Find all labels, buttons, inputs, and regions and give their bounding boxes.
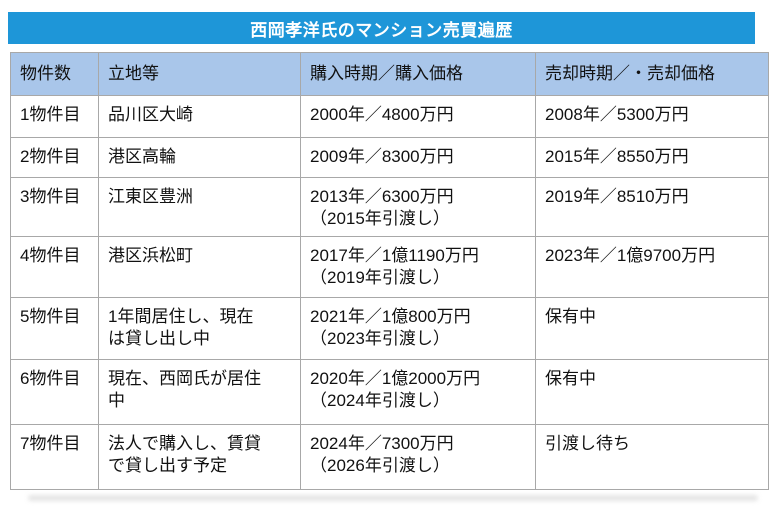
- cell-sale: 引渡し待ち: [535, 424, 769, 490]
- cell-purchase: 2009年／8300万円: [300, 137, 536, 178]
- cell-location: 1年間居住し、現在 は貸し出し中: [98, 297, 301, 360]
- table-row: 3物件目 江東区豊洲 2013年／6300万円 （2015年引渡し） 2019年／85…: [10, 177, 769, 237]
- cell-location: 現在、西岡氏が居住 中: [98, 359, 301, 425]
- table-title: 西岡孝洋氏のマンション売買遍歴: [250, 20, 513, 40]
- cell-purchase: 2013年／6300万円 （2015年引渡し）: [300, 177, 536, 237]
- header-row: 物件数 立地等 購入時期／購入価格 売却時期／・売却価格: [10, 52, 769, 96]
- cell-property-no: 1物件目: [10, 95, 99, 138]
- cell-purchase: 2021年／1億800万円 （2023年引渡し）: [300, 297, 536, 360]
- table-title-bar: 西岡孝洋氏のマンション売買遍歴: [8, 12, 755, 44]
- table-row: 7物件目 法人で購入し、賃貸 で貸し出す予定 2024年／7300万円 （2026年…: [10, 424, 769, 490]
- cell-purchase: 2017年／1億1190万円 （2019年引渡し）: [300, 236, 536, 298]
- table-row: 1物件目 品川区大崎 2000年／4800万円 2008年／5300万円: [10, 95, 769, 138]
- column-header-property-no: 物件数: [10, 52, 99, 96]
- cell-location: 港区浜松町: [98, 236, 301, 298]
- bottom-shadow-artifact: [28, 495, 758, 501]
- table-row: 5物件目 1年間居住し、現在 は貸し出し中 2021年／1億800万円 （2023年…: [10, 297, 769, 360]
- column-header-location: 立地等: [98, 52, 301, 96]
- table-body: 1物件目 品川区大崎 2000年／4800万円 2008年／5300万円 2物件目 港区高…: [10, 95, 769, 490]
- cell-sale: 保有中: [535, 359, 769, 425]
- property-history-table: 物件数 立地等 購入時期／購入価格 売却時期／・売却価格 1物件目 品川区大崎 20…: [10, 52, 769, 490]
- cell-purchase: 2020年／1億2000万円 （2024年引渡し）: [300, 359, 536, 425]
- cell-property-no: 3物件目: [10, 177, 99, 237]
- cell-property-no: 7物件目: [10, 424, 99, 490]
- cell-sale: 保有中: [535, 297, 769, 360]
- column-header-sale: 売却時期／・売却価格: [535, 52, 769, 96]
- cell-property-no: 4物件目: [10, 236, 99, 298]
- cell-property-no: 5物件目: [10, 297, 99, 360]
- table-header: 物件数 立地等 購入時期／購入価格 売却時期／・売却価格: [10, 52, 769, 96]
- column-header-purchase: 購入時期／購入価格: [300, 52, 536, 96]
- cell-location: 江東区豊洲: [98, 177, 301, 237]
- cell-location: 法人で購入し、賃貸 で貸し出す予定: [98, 424, 301, 490]
- cell-purchase: 2000年／4800万円: [300, 95, 536, 138]
- table-row: 6物件目 現在、西岡氏が居住 中 2020年／1億2000万円 （2024年引渡し）…: [10, 359, 769, 425]
- cell-sale: 2019年／8510万円: [535, 177, 769, 237]
- cell-location: 港区高輪: [98, 137, 301, 178]
- cell-sale: 2023年／1億9700万円: [535, 236, 769, 298]
- cell-location: 品川区大崎: [98, 95, 301, 138]
- cell-sale: 2015年／8550万円: [535, 137, 769, 178]
- table-row: 2物件目 港区高輪 2009年／8300万円 2015年／8550万円: [10, 137, 769, 178]
- table-row: 4物件目 港区浜松町 2017年／1億1190万円 （2019年引渡し） 2023年／…: [10, 236, 769, 298]
- cell-sale: 2008年／5300万円: [535, 95, 769, 138]
- cell-property-no: 6物件目: [10, 359, 99, 425]
- cell-property-no: 2物件目: [10, 137, 99, 178]
- cell-purchase: 2024年／7300万円 （2026年引渡し）: [300, 424, 536, 490]
